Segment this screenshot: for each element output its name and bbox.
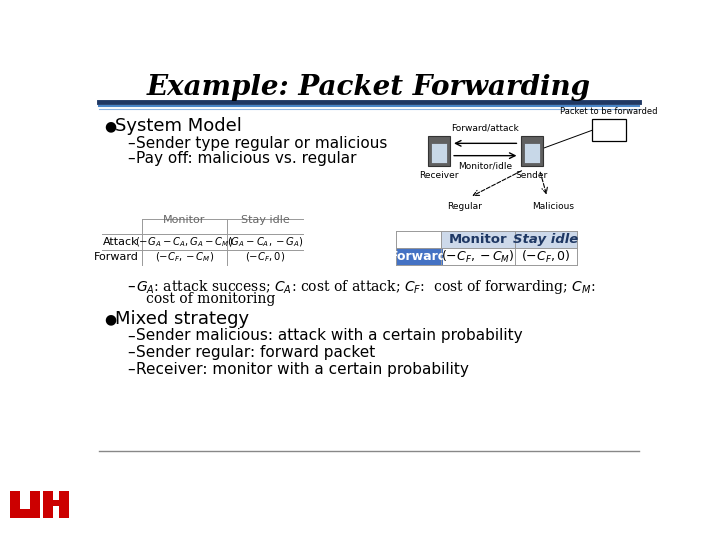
Text: Sender regular: forward packet: Sender regular: forward packet [137, 345, 376, 360]
Bar [59, 491, 69, 517]
Bar [11, 491, 20, 517]
Bar [11, 509, 40, 517]
Text: Forward/attack: Forward/attack [451, 124, 519, 132]
Text: Stay idle: Stay idle [513, 233, 578, 246]
Text: Attack: Attack [103, 237, 139, 247]
Text: –: – [127, 362, 135, 377]
Text: $(-G_A - C_A, G_A - C_M)$: $(-G_A - C_A, G_A - C_M)$ [135, 235, 233, 249]
Text: $(-C_F, 0)$: $(-C_F, 0)$ [521, 248, 570, 265]
Text: Regular: Regular [447, 202, 482, 211]
Text: Monitor: Monitor [163, 215, 206, 225]
Bar [396, 248, 443, 265]
Text: Sender malicious: attack with a certain probability: Sender malicious: attack with a certain … [137, 328, 523, 343]
Text: Packet to be forwarded: Packet to be forwarded [560, 107, 658, 117]
Text: Receiver: monitor with a certain probability: Receiver: monitor with a certain probabi… [137, 362, 469, 377]
Text: Sender: Sender [516, 171, 548, 180]
Bar [30, 491, 40, 517]
Text: $G_A$: attack success; $C_A$: cost of attack; $C_F$:  cost of forwarding; $C_M$:: $G_A$: attack success; $C_A$: cost of at… [137, 278, 596, 295]
Text: ●: ● [104, 119, 116, 133]
Text: $(G_A - C_A, -G_A)$: $(G_A - C_A, -G_A)$ [227, 235, 303, 249]
Text: ●: ● [104, 312, 116, 326]
Text: Example: Packet Forwarding: Example: Packet Forwarding [147, 75, 591, 102]
Bar [431, 143, 446, 163]
Text: $(-C_F, -C_M)$: $(-C_F, -C_M)$ [155, 251, 215, 264]
Text: –: – [127, 151, 135, 166]
Text: Monitor: Monitor [449, 233, 507, 246]
Text: Receiver: Receiver [419, 171, 459, 180]
Text: Forward: Forward [390, 250, 447, 263]
Text: Stay idle: Stay idle [240, 215, 289, 225]
Bar [43, 500, 69, 507]
Bar [102, 219, 303, 265]
Bar [441, 231, 577, 248]
Text: –: – [127, 136, 135, 151]
Text: –: – [127, 279, 135, 294]
Text: Pay off: malicious vs. regular: Pay off: malicious vs. regular [137, 151, 357, 166]
Text: –: – [127, 345, 135, 360]
Text: Sender type regular or malicious: Sender type regular or malicious [137, 136, 388, 151]
Text: Mixed strategy: Mixed strategy [114, 310, 249, 328]
Text: $(-C_F, -C_M)$: $(-C_F, -C_M)$ [441, 248, 515, 265]
Bar [593, 119, 626, 141]
Bar [524, 143, 539, 163]
Text: Forward: Forward [94, 252, 139, 262]
Text: Malicious: Malicious [531, 202, 574, 211]
Text: Monitor/idle: Monitor/idle [458, 162, 513, 171]
Bar [43, 491, 53, 517]
Text: $(-C_F, 0)$: $(-C_F, 0)$ [245, 251, 285, 264]
Bar [428, 136, 449, 166]
Text: cost of monitoring: cost of monitoring [145, 292, 275, 306]
Text: System Model: System Model [114, 117, 242, 136]
Text: –: – [127, 328, 135, 343]
Bar [521, 136, 543, 166]
